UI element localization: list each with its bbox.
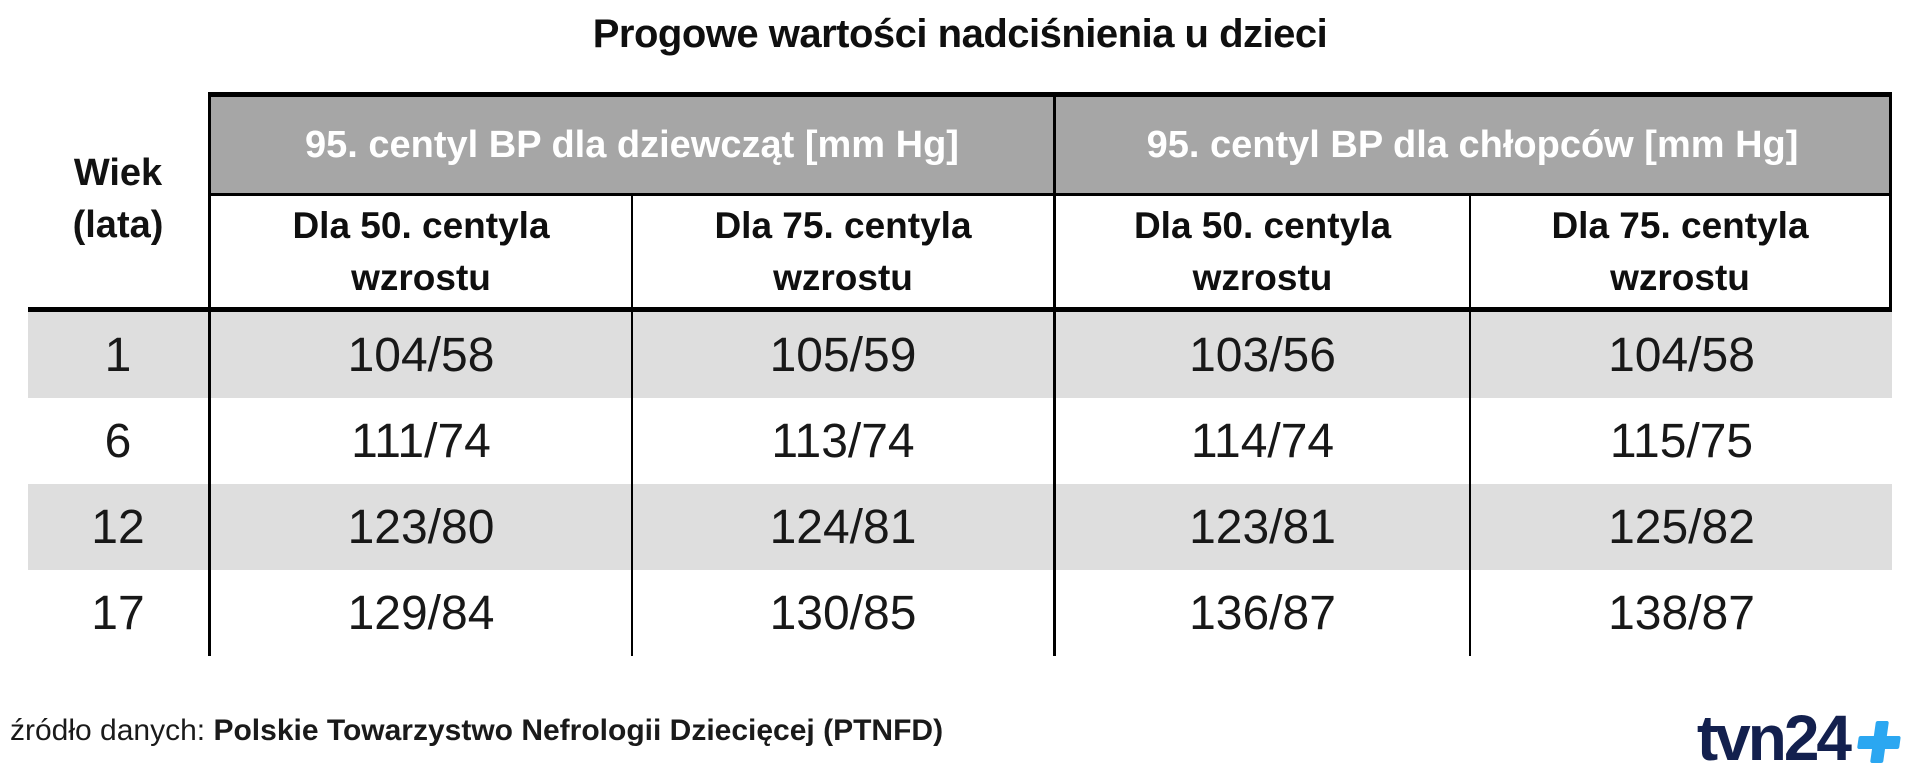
age-value: 17	[91, 586, 145, 640]
tvn24-plus-icon	[1855, 721, 1903, 763]
age-cell: 17	[28, 570, 208, 656]
bp-value: 104/58	[1608, 328, 1755, 382]
bp-cell-boys-50: 114/74	[1053, 398, 1469, 484]
bp-value: 136/87	[1189, 586, 1336, 640]
bp-cell-boys-75: 115/75	[1469, 398, 1892, 484]
subheader-boys-75th-label: Dla 75. centyla wzrostu	[1551, 205, 1809, 298]
group-header-girls: 95. centyl BP dla dziewcząt [mm Hg]	[208, 92, 1053, 196]
bp-value: 123/81	[1189, 500, 1336, 554]
bp-value: 105/59	[769, 328, 917, 382]
bp-value: 114/74	[1190, 414, 1335, 468]
bp-cell-girls-50: 111/74	[208, 398, 631, 484]
subheader-boys-50th: Dla 50. centyla wzrostu	[1053, 196, 1469, 312]
bp-value: 129/84	[347, 586, 495, 640]
age-cell: 12	[28, 484, 208, 570]
bp-cell-girls-50: 123/80	[208, 484, 631, 570]
bp-cell-girls-75: 130/85	[631, 570, 1053, 656]
bp-value: 124/81	[769, 500, 917, 554]
subheader-girls-50th-label: Dla 50. centyla wzrostu	[292, 205, 550, 298]
age-cell: 1	[28, 312, 208, 398]
age-column-header-label: Wiek (lata)	[72, 152, 164, 246]
subheader-boys-75th: Dla 75. centyla wzrostu	[1469, 196, 1892, 312]
bp-cell-girls-50: 104/58	[208, 312, 631, 398]
age-cell: 6	[28, 398, 208, 484]
bp-cell-girls-75: 113/74	[631, 398, 1053, 484]
bp-value: 115/75	[1609, 414, 1754, 468]
tvn24-logo-text: tvn24	[1696, 702, 1852, 774]
bp-cell-boys-50: 103/56	[1053, 312, 1469, 398]
bp-cell-boys-50: 123/81	[1053, 484, 1469, 570]
bp-cell-boys-50: 136/87	[1053, 570, 1469, 656]
bp-cell-boys-75: 104/58	[1469, 312, 1892, 398]
bp-value: 125/82	[1608, 500, 1755, 554]
subheader-girls-75th-label: Dla 75. centyla wzrostu	[714, 205, 972, 298]
group-header-girls-label: 95. centyl BP dla dziewcząt [mm Hg]	[305, 123, 959, 166]
bp-value: 113/74	[771, 414, 915, 468]
bp-cell-girls-75: 105/59	[631, 312, 1053, 398]
source-value: Polskie Towarzystwo Nefrologii Dziecięce…	[213, 714, 944, 747]
subheader-girls-75th: Dla 75. centyla wzrostu	[631, 196, 1053, 312]
age-value: 12	[91, 500, 145, 554]
tvn24-plus-logo: tvn24	[1697, 706, 1900, 770]
subheader-boys-50th-label: Dla 50. centyla wzrostu	[1133, 205, 1392, 298]
source-label: źródło danych:	[10, 714, 206, 747]
age-value: 6	[104, 414, 132, 468]
bp-value: 103/56	[1189, 328, 1336, 382]
bp-cell-girls-75: 124/81	[631, 484, 1053, 570]
chart-title: Progowe wartości nadciśnienia u dzieci	[592, 12, 1328, 56]
age-value: 1	[104, 328, 132, 382]
bp-cell-boys-75: 138/87	[1469, 570, 1892, 656]
bp-thresholds-table: Wiek (lata) 95. centyl BP dla dziewcząt …	[28, 92, 1892, 656]
bp-cell-girls-50: 129/84	[208, 570, 631, 656]
subheader-girls-50th: Dla 50. centyla wzrostu	[208, 196, 631, 312]
bp-value: 111/74	[351, 414, 491, 468]
source-line: źródło danych: Polskie Towarzystwo Nefro…	[10, 714, 943, 748]
bp-cell-boys-75: 125/82	[1469, 484, 1892, 570]
group-header-boys-label: 95. centyl BP dla chłopców [mm Hg]	[1146, 123, 1799, 166]
bp-value: 123/80	[347, 500, 495, 554]
bp-value: 130/85	[769, 586, 917, 640]
age-column-header: Wiek (lata)	[28, 92, 208, 312]
bp-value: 104/58	[347, 328, 495, 382]
bp-value: 138/87	[1608, 586, 1755, 640]
group-header-boys: 95. centyl BP dla chłopców [mm Hg]	[1053, 92, 1892, 196]
